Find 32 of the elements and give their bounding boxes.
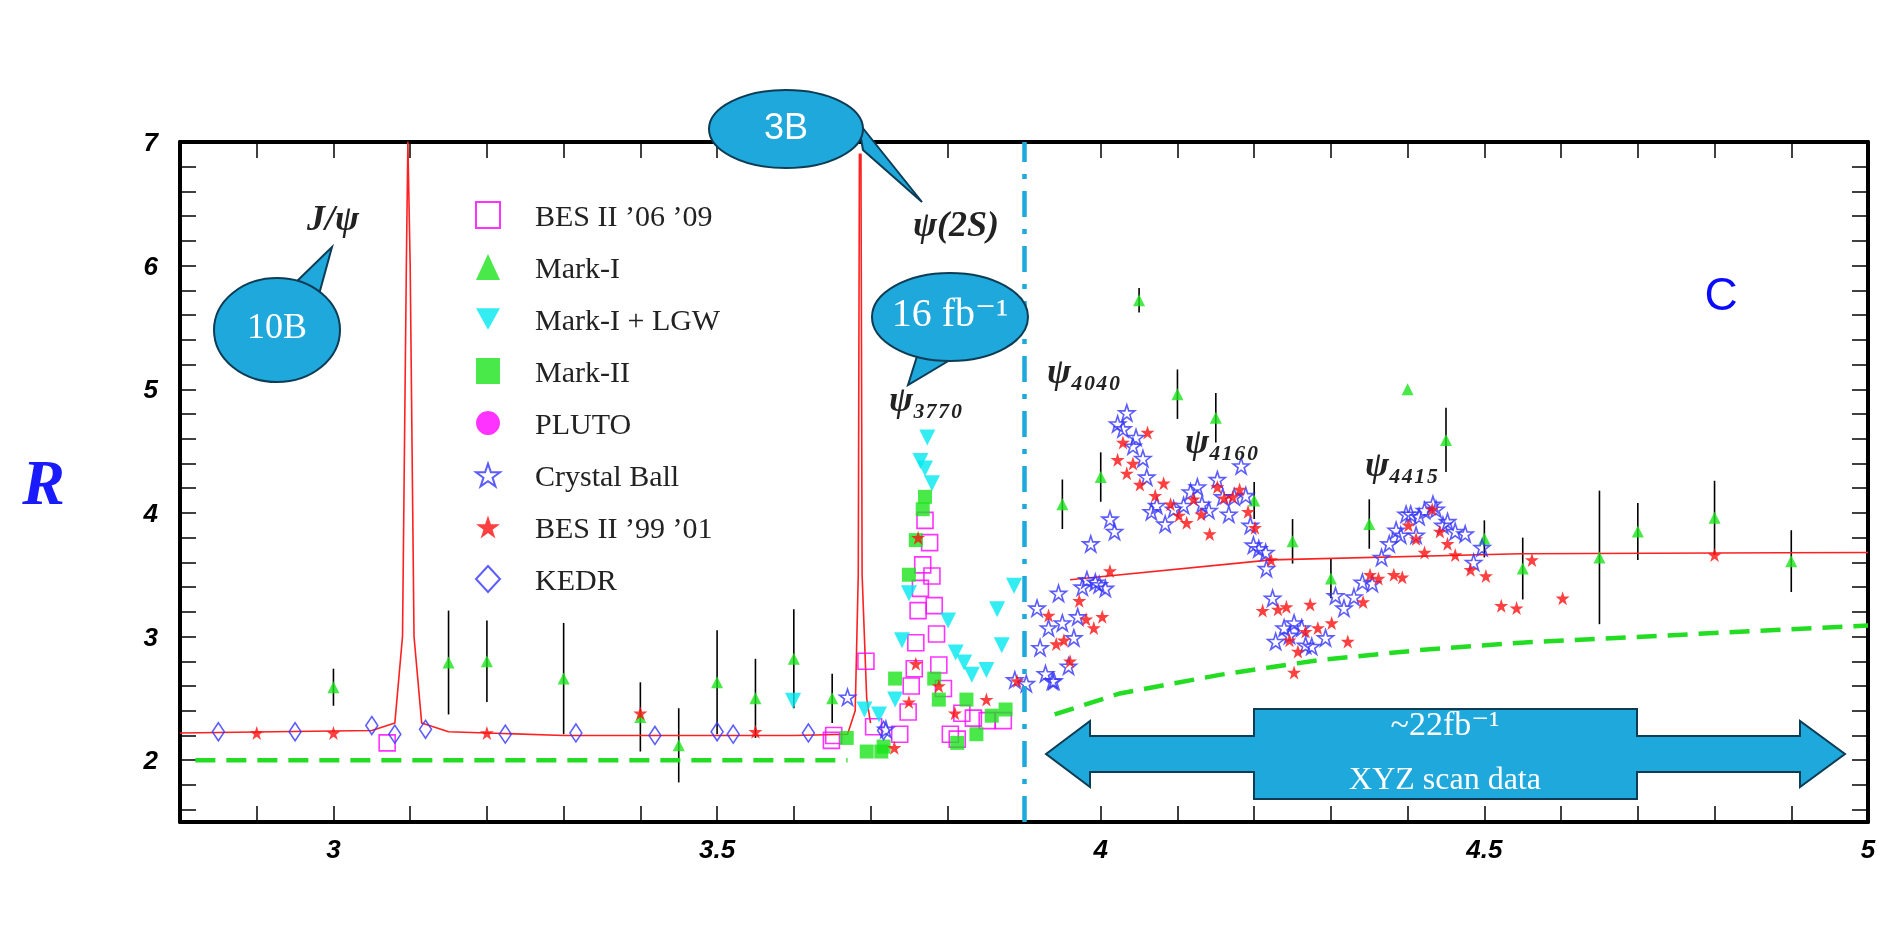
x-tick-label: 3.5 — [699, 834, 736, 864]
x-tick-label: 3 — [326, 834, 342, 864]
annotation: 10B — [246, 306, 308, 347]
y-tick-label: 6 — [143, 250, 159, 281]
x-tick-label: 4.5 — [1465, 834, 1503, 864]
annotation: 16 fb⁻¹ — [891, 290, 1009, 336]
legend-label: BES II ’99 ’01 — [535, 510, 713, 544]
legend-label: PLUTO — [535, 406, 632, 440]
x-tick-label: 5 — [1860, 834, 1876, 864]
annotation: J/ψ — [305, 198, 360, 239]
annotation: ψ₄₀₄₀ — [1046, 351, 1122, 392]
y-tick-label: 2 — [142, 745, 159, 776]
annotation: ψ₄₁₆₀ — [1184, 421, 1260, 462]
annotation: ψ(2S) — [912, 204, 1000, 245]
annotation: C — [1704, 268, 1738, 321]
annotation: ψ₄₄₁₅ — [1364, 444, 1440, 485]
annotation: ~22fb⁻¹ — [1390, 704, 1500, 742]
annotation: XYZ scan data — [1349, 760, 1541, 797]
legend-label: Mark-I + LGW — [535, 302, 721, 336]
legend-label: Mark-II — [535, 354, 630, 388]
y-tick-label: 5 — [143, 374, 159, 405]
y-tick-label: 3 — [143, 621, 159, 652]
y-axis-title: R — [21, 446, 65, 518]
legend-label: BES II ’06 ’09 — [535, 198, 713, 232]
legend-label: KEDR — [535, 562, 617, 596]
annotation: 3B — [763, 105, 809, 147]
y-tick-label: 7 — [143, 127, 160, 157]
legend-label: Crystal Ball — [535, 458, 680, 492]
y-tick-label: 4 — [142, 497, 159, 528]
annotation: ψ₃₇₇₀ — [888, 379, 964, 420]
x-tick-label: 4 — [1092, 834, 1109, 864]
legend-label: Mark-I — [535, 250, 620, 284]
